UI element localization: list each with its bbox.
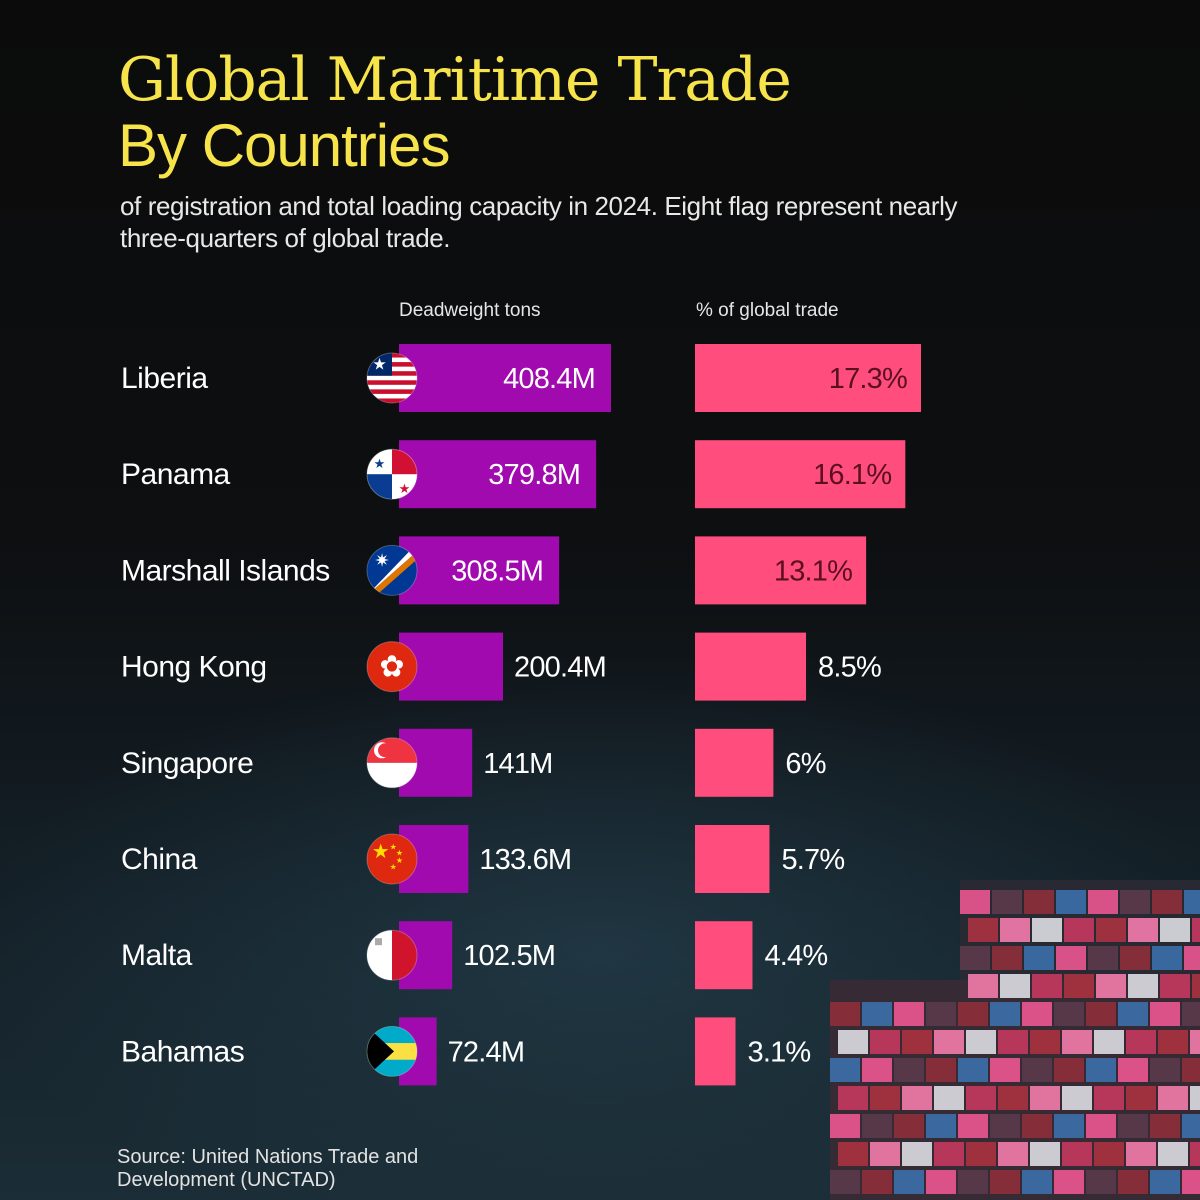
svg-text:★: ★ [374, 457, 386, 472]
svg-text:★: ★ [396, 856, 403, 865]
tons-value-label: 72.4M [448, 1036, 525, 1068]
share-bar [695, 921, 753, 990]
tons-value-label: 133.6M [479, 844, 571, 876]
tons-value-label: 308.5M [451, 555, 543, 587]
tons-bar [399, 440, 597, 509]
category-label: Bahamas [121, 1035, 244, 1068]
share-value-label: 17.3% [829, 363, 907, 395]
share-bar [695, 536, 867, 605]
row-malta: Malta 102.5M 4.4% [121, 921, 828, 990]
tons-column-header: Deadweight tons [399, 300, 541, 321]
malta-flag-icon [366, 929, 418, 981]
row-marshall-islands: Marshall Islands ✷ 308.5M 13.1% [121, 536, 867, 605]
liberia-flag-icon: ★ [366, 352, 418, 404]
tons-value-label: 200.4M [514, 652, 606, 684]
chart-subtitle: of registration and total loading capaci… [120, 191, 958, 253]
share-bar [695, 728, 774, 797]
share-value-label: 5.7% [781, 844, 844, 876]
share-value-label: 4.4% [764, 940, 827, 972]
china-flag-icon: ★ ★★★★ [366, 833, 418, 885]
tons-value-label: 379.8M [488, 459, 580, 491]
share-bar [695, 1017, 736, 1086]
tons-value-label: 102.5M [463, 940, 555, 972]
category-label: Marshall Islands [121, 554, 330, 587]
svg-text:★: ★ [372, 839, 390, 863]
singapore-flag-icon [366, 737, 418, 789]
svg-text:★: ★ [390, 862, 397, 871]
marshall-islands-flag-icon: ✷ [366, 544, 418, 596]
container-ship-illustration [830, 880, 1200, 1200]
row-hong-kong: Hong Kong ✿ 200.4M 8.5% [121, 632, 882, 701]
category-label: China [121, 843, 198, 876]
share-value-label: 16.1% [813, 459, 891, 491]
share-column-header: % of global trade [696, 300, 839, 321]
tons-bar [399, 344, 611, 412]
bahamas-flag-icon [366, 1025, 418, 1077]
hong-kong-flag-icon: ✿ [366, 641, 418, 693]
row-bahamas: Bahamas 72.4M 3.1% [121, 1017, 811, 1086]
row-liberia: Liberia ★ 408.4M 17.3% [121, 344, 921, 412]
category-label: Liberia [121, 362, 208, 395]
category-label: Hong Kong [121, 651, 267, 684]
share-value-label: 8.5% [818, 652, 881, 684]
share-bar [695, 825, 770, 893]
category-label: Panama [121, 458, 231, 491]
svg-text:★: ★ [372, 355, 386, 374]
source-note: Source: United Nations Trade and Develop… [117, 1146, 419, 1191]
svg-text:✷: ✷ [374, 551, 389, 572]
chart-title: Global Maritime Trade [118, 45, 792, 115]
row-singapore: Singapore 141M 6% [121, 728, 827, 797]
tons-bar [399, 536, 560, 605]
tons-value-label: 408.4M [503, 363, 595, 395]
share-bar [695, 632, 807, 701]
tons-value-label: 141M [483, 748, 552, 780]
row-panama: Panama ★★ 379.8M 16.1% [121, 440, 906, 509]
svg-text:★: ★ [399, 482, 411, 497]
svg-text:✿: ✿ [379, 650, 404, 685]
share-value-label: 6% [785, 748, 825, 780]
category-label: Malta [121, 939, 193, 972]
share-bar [695, 344, 921, 412]
category-label: Singapore [121, 747, 253, 780]
share-bar [695, 440, 906, 509]
row-china: China ★ ★★★★ 133.6M 5.7% [121, 825, 845, 893]
panama-flag-icon: ★★ [366, 448, 418, 500]
share-value-label: 13.1% [774, 555, 852, 587]
svg-text:★: ★ [396, 849, 403, 858]
svg-text:★: ★ [390, 842, 397, 851]
chart-title-line2: By Countries [118, 112, 450, 179]
share-value-label: 3.1% [747, 1036, 810, 1068]
